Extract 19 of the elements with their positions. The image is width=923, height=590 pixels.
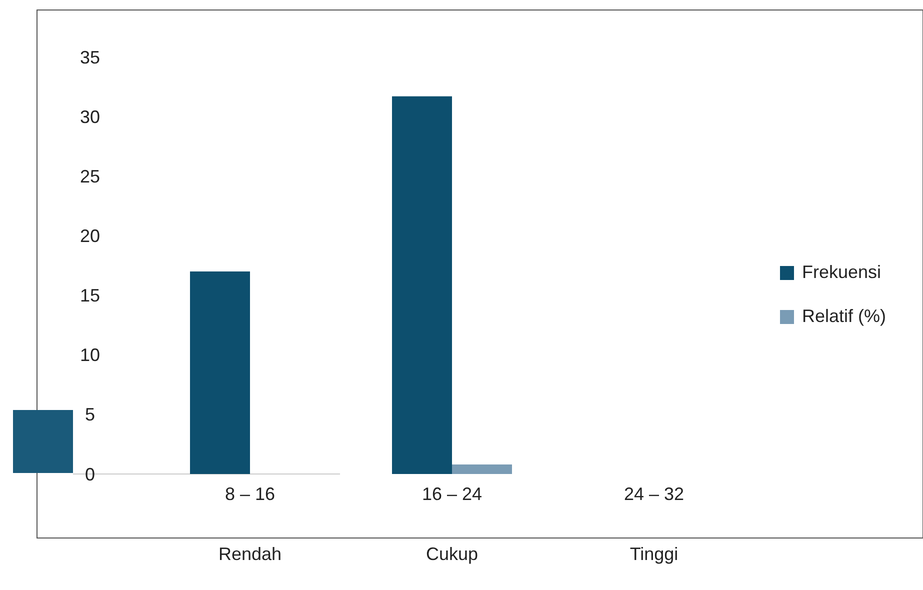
x-tick-label: 16 – 24 xyxy=(422,484,482,504)
text: Tinggi xyxy=(630,544,678,564)
text: Cukup xyxy=(426,544,478,564)
x-tick-label: 24 – 32 xyxy=(624,484,684,504)
y-tick-label: 15 xyxy=(80,286,100,306)
y-tick-label: 5 xyxy=(84,404,96,425)
bar xyxy=(190,271,250,474)
bar xyxy=(452,464,512,474)
y-tick-label: 0 xyxy=(84,464,96,484)
y-tick-label: 25 xyxy=(80,166,100,186)
legend-label: Frekuensi xyxy=(802,262,882,282)
x-tick-label: 8 – 16 xyxy=(224,484,276,504)
bar xyxy=(392,96,452,474)
y-tick-label: 20 xyxy=(80,226,100,246)
text: Rendah xyxy=(218,544,282,564)
y-tick-label: 35 xyxy=(80,47,100,68)
y-tick-label: 30 xyxy=(80,106,100,127)
legend-label: Relatif (%) xyxy=(802,306,886,326)
y-tick-label: 10 xyxy=(80,345,100,366)
